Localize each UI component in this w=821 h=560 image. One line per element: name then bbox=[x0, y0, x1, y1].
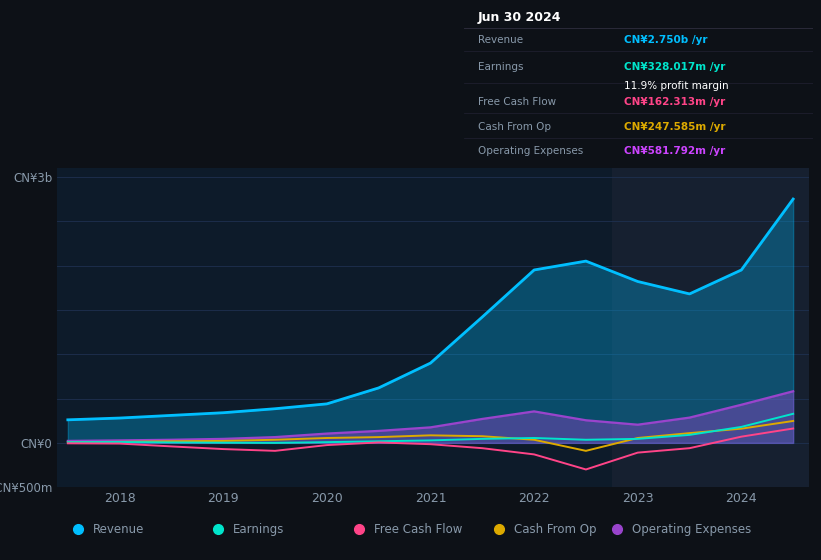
Text: CN¥581.792m /yr: CN¥581.792m /yr bbox=[624, 146, 726, 156]
Text: Earnings: Earnings bbox=[478, 62, 523, 72]
Text: CN¥328.017m /yr: CN¥328.017m /yr bbox=[624, 62, 726, 72]
Text: Earnings: Earnings bbox=[233, 522, 285, 536]
Text: 11.9% profit margin: 11.9% profit margin bbox=[624, 81, 729, 91]
Text: CN¥2.750b /yr: CN¥2.750b /yr bbox=[624, 35, 708, 44]
Text: Free Cash Flow: Free Cash Flow bbox=[478, 97, 556, 107]
Text: Operating Expenses: Operating Expenses bbox=[478, 146, 583, 156]
Text: Cash From Op: Cash From Op bbox=[514, 522, 596, 536]
Text: Jun 30 2024: Jun 30 2024 bbox=[478, 11, 562, 24]
Text: CN¥247.585m /yr: CN¥247.585m /yr bbox=[624, 122, 726, 132]
Text: Cash From Op: Cash From Op bbox=[478, 122, 551, 132]
Bar bbox=[612, 168, 809, 487]
Text: Operating Expenses: Operating Expenses bbox=[632, 522, 751, 536]
Text: Free Cash Flow: Free Cash Flow bbox=[374, 522, 462, 536]
Text: CN¥162.313m /yr: CN¥162.313m /yr bbox=[624, 97, 726, 107]
Text: Revenue: Revenue bbox=[478, 35, 523, 44]
Text: Revenue: Revenue bbox=[93, 522, 144, 536]
